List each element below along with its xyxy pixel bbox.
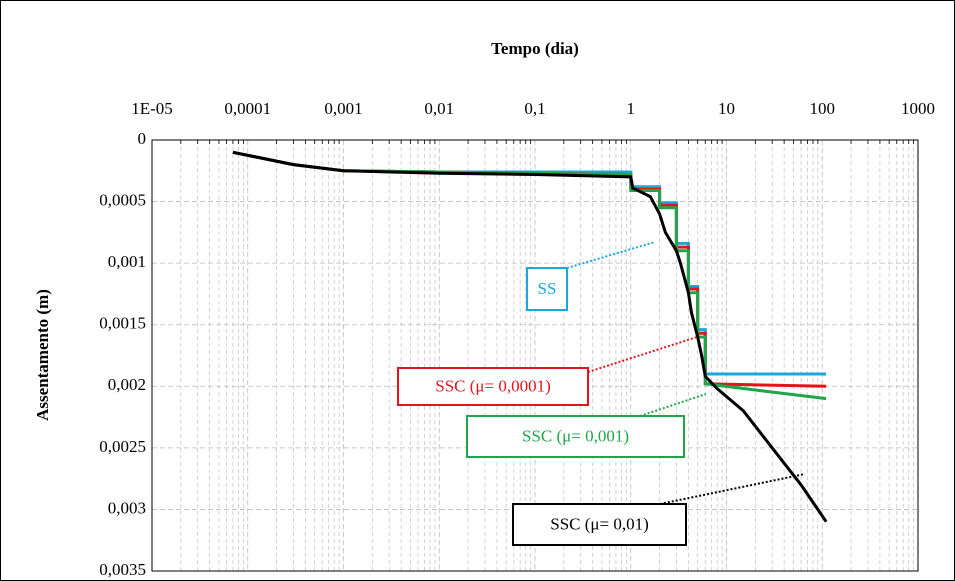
y-tick-label: 0,002 bbox=[108, 375, 146, 394]
legend-label: SSC (μ= 0,001) bbox=[522, 426, 629, 445]
x-tick-label: 1E-05 bbox=[131, 99, 173, 118]
leader-line bbox=[639, 393, 707, 417]
leader-line bbox=[587, 336, 698, 373]
legend-label: SSC (μ= 0,01) bbox=[550, 514, 649, 533]
x-tick-label: 1 bbox=[627, 99, 636, 118]
leader-line bbox=[659, 473, 806, 505]
y-tick-label: 0,0035 bbox=[99, 560, 146, 579]
legend-box bbox=[512, 503, 687, 546]
x-tick-label: 0,1 bbox=[524, 99, 545, 118]
x-axis-title: Tempo (dia) bbox=[491, 39, 579, 58]
y-tick-label: 0,001 bbox=[108, 252, 146, 271]
legend-box bbox=[466, 415, 685, 458]
y-tick-label: 0 bbox=[138, 129, 147, 148]
x-tick-label: 100 bbox=[810, 99, 836, 118]
x-tick-label: 10 bbox=[718, 99, 735, 118]
legend-box bbox=[397, 367, 589, 406]
legend-label: SS bbox=[538, 279, 557, 298]
y-axis-title: Assentamento (m) bbox=[33, 289, 52, 421]
y-tick-label: 0,0015 bbox=[99, 314, 146, 333]
x-tick-label: 0,01 bbox=[424, 99, 454, 118]
y-tick-label: 0,003 bbox=[108, 498, 146, 517]
x-tick-label: 0,001 bbox=[324, 99, 362, 118]
x-tick-label: 1000 bbox=[901, 99, 935, 118]
x-tick-label: 0,0001 bbox=[224, 99, 271, 118]
legend-box bbox=[526, 267, 568, 311]
y-tick-label: 0,0005 bbox=[99, 190, 146, 209]
leader-line bbox=[566, 241, 656, 269]
series-line bbox=[232, 150, 828, 523]
plot-border bbox=[151, 139, 919, 572]
legend-label: SSC (μ= 0,0001) bbox=[435, 376, 551, 395]
y-tick-label: 0,0025 bbox=[99, 437, 146, 456]
